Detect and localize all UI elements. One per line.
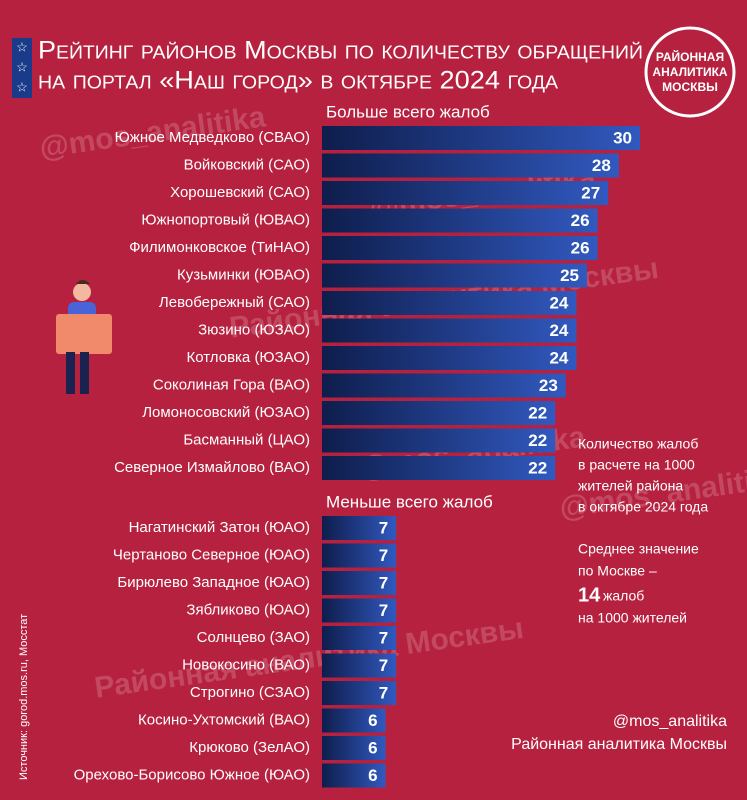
value-label: 30: [613, 128, 632, 147]
value-label: 6: [368, 711, 377, 730]
value-label: 27: [581, 183, 600, 202]
svg-text:☆: ☆: [16, 79, 28, 94]
bar: [322, 763, 386, 788]
category-label: Нагатинский Затон (ЮАО): [129, 519, 310, 536]
bar: [322, 736, 386, 760]
value-label: 7: [379, 546, 388, 565]
bar: [322, 263, 587, 288]
bar: [322, 571, 397, 595]
category-label: Орехово-Борисово Южное (ЮАО): [74, 766, 310, 783]
svg-text:☆: ☆: [16, 59, 28, 74]
logo-text: АНАЛИТИКА: [652, 65, 727, 79]
category-label: Зюзино (ЮЗАО): [198, 321, 310, 338]
category-label: Крюково (ЗелАО): [189, 739, 310, 756]
value-label: 22: [528, 458, 547, 477]
bar: [322, 653, 397, 678]
category-label: Ломоносовский (ЮЗАО): [142, 404, 310, 421]
category-label: Бирюлево Западное (ЮАО): [117, 574, 310, 591]
group-title: Больше всего жалоб: [326, 102, 490, 121]
bar: [322, 208, 598, 233]
value-label: 24: [549, 293, 568, 312]
value-label: 28: [592, 156, 611, 175]
category-label: Войковский (САО): [184, 156, 310, 173]
logo-text: МОСКВЫ: [662, 80, 718, 94]
category-label: Филимонковское (ТиНАО): [129, 239, 310, 256]
category-label: Левобережный (САО): [159, 294, 310, 311]
value-label: 26: [571, 238, 590, 257]
logo-text: РАЙОННАЯ: [656, 49, 724, 64]
category-label: Косино-Ухтомский (ВАО): [138, 711, 310, 728]
value-label: 7: [379, 573, 388, 592]
bar: [322, 126, 640, 150]
bar: [322, 456, 556, 480]
stars: ☆ ☆ ☆: [12, 38, 32, 98]
bar: [322, 626, 397, 650]
title-line: на портал «Наш город» в октябре 2024 год…: [38, 67, 558, 95]
average-value: 14: [578, 584, 601, 606]
bar: [322, 181, 609, 205]
value-label: 24: [549, 348, 568, 367]
value-label: 24: [549, 321, 568, 340]
note-line: жителей района: [578, 478, 683, 494]
category-label: Котловка (ЮЗАО): [187, 349, 310, 366]
category-label: Южное Медведково (СВАО): [115, 129, 310, 146]
category-label: Хорошевский (САО): [170, 184, 310, 201]
bar: [322, 543, 397, 568]
title-line: Рейтинг районов Москвы по количеству обр…: [38, 37, 643, 65]
bar: [322, 401, 556, 425]
value-label: 7: [379, 601, 388, 620]
group-title: Меньше всего жалоб: [326, 492, 493, 511]
note-line: Количество жалоб: [578, 436, 698, 452]
credit: @mos_analitika: [613, 713, 727, 730]
note-line: в октябре 2024 года: [578, 499, 708, 515]
average-unit: жалоб: [603, 588, 644, 604]
value-label: 7: [379, 683, 388, 702]
value-label: 6: [368, 766, 377, 785]
bar: [322, 516, 397, 540]
bar: [322, 681, 397, 705]
category-label: Новокосино (ВАО): [182, 656, 310, 673]
bar: [322, 373, 566, 398]
credit: Районная аналитика Москвы: [511, 736, 727, 753]
average-line: по Москве –: [578, 563, 657, 579]
category-label: Басманный (ЦАО): [183, 431, 310, 448]
value-label: 7: [379, 628, 388, 647]
category-label: Зябликово (ЮАО): [186, 601, 310, 618]
value-label: 6: [368, 738, 377, 757]
value-label: 25: [560, 266, 579, 285]
note-line: в расчете на 1000: [578, 457, 695, 473]
person-icon: [56, 280, 112, 394]
bar: [322, 236, 598, 260]
average-line: Среднее значение: [578, 541, 699, 557]
average-line: на 1000 жителей: [578, 610, 687, 626]
value-label: 22: [528, 431, 547, 450]
category-label: Кузьминки (ЮВАО): [177, 266, 310, 283]
source: Источник: gorod.mos.ru, Мосстат: [18, 614, 30, 780]
bar: [322, 708, 386, 733]
value-label: 7: [379, 656, 388, 675]
category-label: Чертаново Северное (ЮАО): [113, 546, 310, 563]
svg-text:☆: ☆: [16, 39, 28, 54]
category-label: Северное Измайлово (ВАО): [114, 459, 310, 476]
category-label: Южнопортовый (ЮВАО): [141, 211, 310, 228]
value-label: 23: [539, 376, 558, 395]
category-label: Соколиная Гора (ВАО): [153, 376, 310, 393]
category-label: Строгино (СЗАО): [190, 684, 310, 701]
logo: [644, 26, 736, 118]
bar: [322, 428, 556, 453]
value-label: 7: [379, 518, 388, 537]
category-label: Солнцево (ЗАО): [197, 629, 310, 646]
bar: [322, 318, 577, 343]
bar: [322, 291, 577, 315]
value-label: 26: [571, 211, 590, 230]
bar: [322, 153, 619, 178]
bar: [322, 598, 397, 623]
value-label: 22: [528, 403, 547, 422]
bar: [322, 346, 577, 370]
